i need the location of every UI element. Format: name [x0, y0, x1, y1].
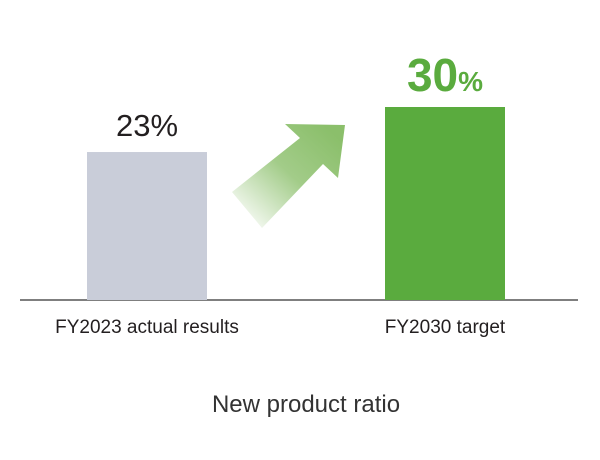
x-tick-label: FY2030 target: [385, 317, 506, 338]
bar: [87, 152, 207, 300]
x-tick-label: FY2023 actual results: [55, 317, 239, 338]
trend-arrow: [232, 124, 345, 228]
bar: [385, 107, 505, 300]
value-label: 30%: [407, 49, 483, 101]
value-label: 23%: [116, 108, 178, 143]
chart-title: New product ratio: [212, 391, 400, 418]
